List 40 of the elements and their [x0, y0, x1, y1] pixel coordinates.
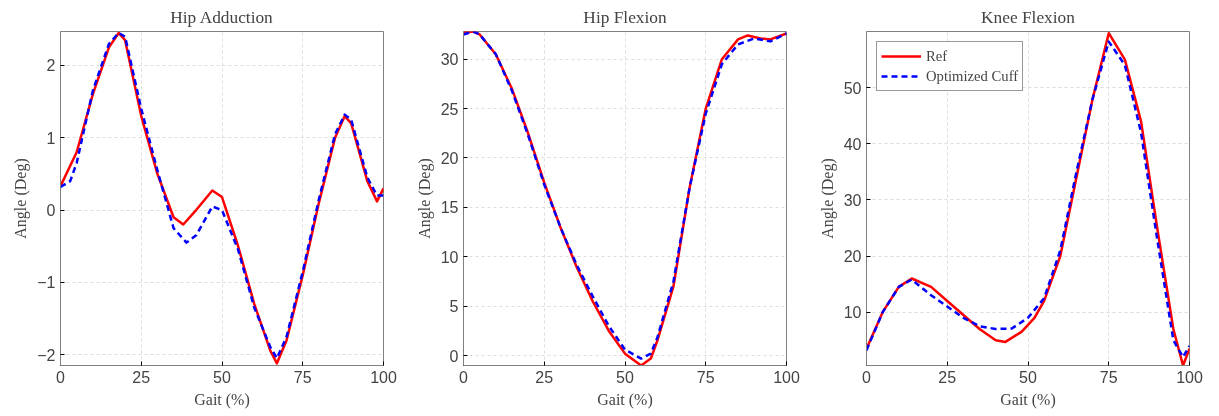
y-tick-label: 1: [46, 129, 56, 147]
x-tick-label: 50: [1019, 368, 1037, 386]
y-tick-label: 5: [449, 298, 459, 316]
y-tick-label: 30: [843, 191, 862, 209]
y-tick-label: 10: [440, 248, 459, 266]
legend-label: Ref: [926, 47, 948, 65]
y-axis-title: Angle (Deg): [818, 158, 837, 239]
y-axis-title: Angle (Deg): [415, 158, 434, 239]
y-tick-label: 20: [440, 149, 459, 167]
x-axis-title: Gait (%): [597, 390, 653, 409]
y-tick-label: −1: [37, 274, 56, 292]
legend-label: Optimized Cuff: [926, 67, 1019, 85]
x-tick-label: 75: [1099, 368, 1118, 386]
x-tick-label: 25: [535, 368, 554, 386]
y-tick-label: 15: [440, 199, 459, 217]
y-tick-label: 2: [46, 57, 56, 75]
x-axis-title: Gait (%): [194, 390, 250, 409]
x-tick-label: 100: [370, 368, 397, 386]
x-tick-label: 100: [1176, 368, 1203, 386]
x-tick-label: 50: [616, 368, 634, 386]
x-tick-label: 50: [213, 368, 231, 386]
x-tick-label: 100: [773, 368, 800, 386]
y-tick-label: 0: [46, 202, 56, 220]
y-tick-label: −2: [37, 346, 56, 364]
y-tick-label: 30: [440, 51, 459, 69]
y-tick-label: 25: [440, 100, 459, 118]
chart-title: Hip Adduction: [170, 7, 274, 27]
y-tick-label: 10: [843, 304, 862, 322]
chart-title: Hip Flexion: [583, 7, 667, 27]
x-tick-label: 25: [938, 368, 957, 386]
y-axis-title: Angle (Deg): [12, 158, 31, 239]
chart-title: Knee Flexion: [981, 7, 1076, 27]
x-tick-label: 25: [132, 368, 151, 386]
x-tick-label: 75: [696, 368, 715, 386]
x-tick-label: 75: [293, 368, 312, 386]
x-axis-title: Gait (%): [1000, 390, 1056, 409]
y-tick-label: 50: [843, 79, 862, 97]
y-tick-label: 0: [449, 347, 459, 365]
y-tick-label: 20: [843, 248, 862, 266]
y-tick-label: 40: [843, 135, 862, 153]
